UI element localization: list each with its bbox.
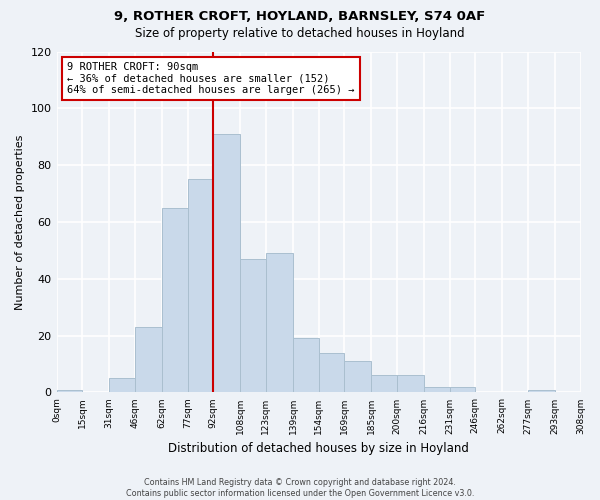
Bar [188,180,213,392]
Bar [449,386,475,392]
Text: 9 ROTHER CROFT: 90sqm
← 36% of detached houses are smaller (152)
64% of semi-det: 9 ROTHER CROFT: 90sqm ← 36% of detached … [67,62,355,95]
Bar [162,208,188,392]
Bar [293,338,319,392]
Bar [266,253,293,392]
Text: Size of property relative to detached houses in Hoyland: Size of property relative to detached ho… [135,28,465,40]
Bar [319,352,344,393]
Bar [344,361,371,392]
Bar [240,259,266,392]
Bar [135,327,162,392]
Y-axis label: Number of detached properties: Number of detached properties [15,134,25,310]
Bar [56,390,82,392]
Bar [528,390,555,392]
Text: 9, ROTHER CROFT, HOYLAND, BARNSLEY, S74 0AF: 9, ROTHER CROFT, HOYLAND, BARNSLEY, S74 … [115,10,485,23]
Bar [397,376,424,392]
Bar [371,376,397,392]
Bar [109,378,135,392]
Bar [213,134,240,392]
Bar [424,386,449,392]
X-axis label: Distribution of detached houses by size in Hoyland: Distribution of detached houses by size … [168,442,469,455]
Text: Contains HM Land Registry data © Crown copyright and database right 2024.
Contai: Contains HM Land Registry data © Crown c… [126,478,474,498]
